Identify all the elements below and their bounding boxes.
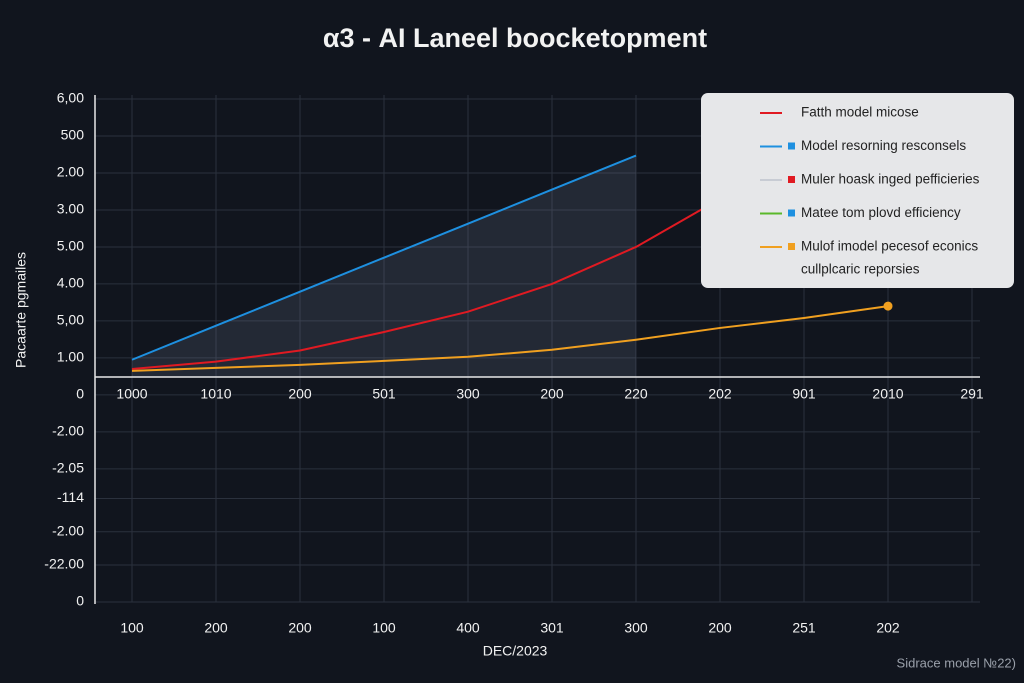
x-tick-label: 291 [960,386,984,402]
x-tick-label: 202 [876,620,900,636]
line [131,197,721,370]
legend-label: cullplcaric reporsies [801,262,920,277]
end-point [883,301,893,311]
legend-label: Model resorning resconsels [801,138,966,153]
legend-label: Muler hoask inged pefficieries [801,172,980,187]
y-tick-label: -2.00 [52,522,84,538]
x-tick-label: 202 [708,386,732,402]
x-tick-label: 200 [288,386,312,402]
x-tick-label: 300 [456,386,480,402]
chart-title: α3 - AI Laneel boocketopment [323,23,707,53]
y-tick-label: 5.00 [57,238,84,254]
y-tick-label: 4.00 [57,275,84,291]
x-tick-label: 251 [792,620,816,636]
y-tick-label: -22.00 [44,556,84,572]
legend-marker [788,176,795,183]
y-tick-label: -114 [57,489,84,505]
y-tick-label: 500 [61,127,85,143]
legend-label: Matee tom plovd efficiency [801,205,961,220]
x-tick-label: 200 [540,386,564,402]
legend-label: Mulof imodel pecesof econics [801,239,978,254]
y-tick-label: 2.00 [57,164,84,180]
legend-marker [788,209,795,217]
legend: Fatth model micose Model resorning rescon… [701,93,1014,288]
y-tick-label: 6,00 [57,90,84,106]
legend-box [701,93,1014,288]
y-tick-label: 3.00 [57,201,84,217]
x-tick-label: 200 [204,620,228,636]
plot [95,95,980,603]
footnote: Sidrace model №22) [897,655,1016,670]
legend-marker [788,243,795,250]
x-tick-label: 220 [624,386,648,402]
x-tick-label: 100 [372,620,396,636]
y-tick-label: 0 [76,593,84,609]
y-tick-label: 0 [76,386,84,402]
x-axis-label: DEC/2023 [483,643,548,659]
x-tick-label: 501 [372,386,396,402]
x-tick-label: 400 [456,620,480,636]
x-tick-label: 2010 [872,386,903,402]
y-tick-label: -2.05 [52,460,84,476]
area [132,155,636,377]
x-tick-label: 1010 [200,386,231,402]
y-tick-label: 1.00 [57,349,84,365]
x-tick-label: 1000 [116,386,147,402]
y-tick-label: -2.00 [52,423,84,439]
x-tick-label: 300 [624,620,648,636]
x-tick-label: 100 [120,620,144,636]
x-tick-label: 200 [288,620,312,636]
y-tick-label: 5,00 [57,312,84,328]
x-tick-label: 901 [792,386,816,402]
line [131,154,637,361]
legend-marker [788,142,795,150]
x-tick-label: 301 [540,620,564,636]
x-tick-label: 200 [708,620,732,636]
y-axis-label: Pacaarte pgmailes [13,252,29,368]
line [131,305,889,372]
legend-label: Fatth model micose [801,105,919,120]
